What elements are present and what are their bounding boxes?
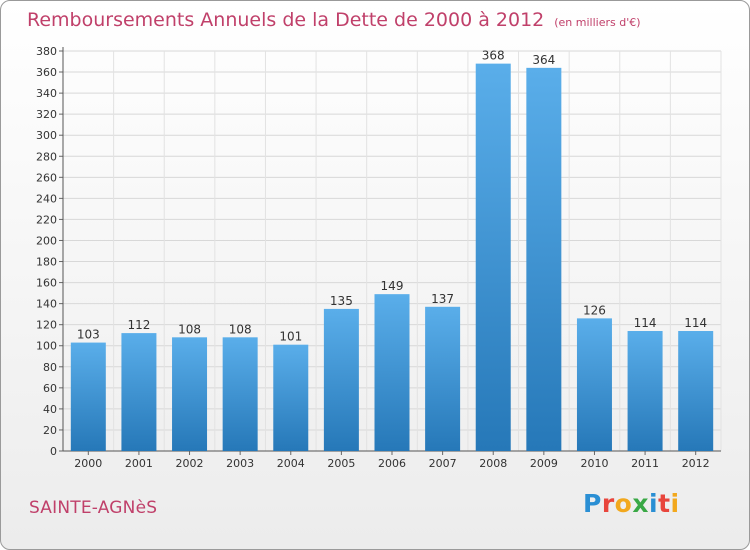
y-tick-label: 180	[36, 256, 57, 269]
proxiti-logo: Proxiti	[583, 489, 680, 518]
y-tick-label: 60	[43, 382, 57, 395]
x-tick-label: 2008	[479, 457, 507, 470]
title-text: Remboursements Annuels de la Dette de 20…	[27, 9, 545, 31]
data-label: 364	[532, 53, 555, 67]
x-tick-label: 2001	[125, 457, 153, 470]
title-unit: (en milliers d'€)	[554, 16, 641, 29]
y-tick-label: 220	[36, 213, 57, 226]
data-label: 112	[127, 318, 150, 332]
x-tick-label: 2011	[631, 457, 659, 470]
bar-2003	[222, 337, 258, 451]
x-tick-label: 2012	[682, 457, 710, 470]
x-tick-label: 2007	[429, 457, 457, 470]
logo-letter: P	[583, 489, 602, 518]
logo-letter: o	[614, 489, 633, 518]
data-label: 368	[482, 49, 505, 63]
bar-2005	[323, 308, 359, 451]
y-tick-label: 320	[36, 108, 57, 121]
y-tick-label: 160	[36, 277, 57, 290]
bar-2008	[475, 63, 511, 451]
data-label: 103	[77, 328, 100, 342]
x-tick-label: 2003	[226, 457, 254, 470]
data-label: 114	[684, 316, 707, 330]
bar-2010	[576, 318, 612, 451]
y-tick-label: 0	[50, 445, 57, 458]
bar-2007	[425, 306, 461, 451]
axis-layer: 0 20 40 60 80 100 120 140 160 180 200 220 240 260 280 3…	[36, 45, 721, 470]
chart-title: Remboursements Annuels de la Dette de 20…	[27, 9, 641, 31]
x-tick-label: 2009	[530, 457, 558, 470]
y-tick-label: 360	[36, 66, 57, 79]
y-tick-label: 260	[36, 171, 57, 184]
bar-2012	[678, 331, 714, 451]
y-tick-label: 140	[36, 298, 57, 311]
y-tick-label: 280	[36, 150, 57, 163]
y-tick-label: 340	[36, 87, 57, 100]
bar-2000	[70, 342, 106, 451]
bar-layer	[70, 63, 714, 451]
logo-letter: r	[601, 489, 615, 518]
data-label: 149	[381, 279, 404, 293]
bar-2004	[273, 344, 309, 451]
data-label: 137	[431, 292, 454, 306]
x-tick-label: 2000	[74, 457, 102, 470]
data-label: 126	[583, 303, 606, 317]
y-tick-label: 80	[43, 361, 57, 374]
y-tick-label: 120	[36, 319, 57, 332]
logo-letter: i	[649, 489, 659, 518]
x-tick-label: 2006	[378, 457, 406, 470]
y-tick-label: 380	[36, 45, 57, 58]
y-tick-label: 100	[36, 340, 57, 353]
data-label: 114	[634, 316, 657, 330]
y-tick-label: 200	[36, 234, 57, 247]
y-tick-label: 20	[43, 424, 57, 437]
logo-letter: i	[670, 489, 680, 518]
x-tick-label: 2002	[176, 457, 204, 470]
x-tick-label: 2005	[327, 457, 355, 470]
bar-2006	[374, 294, 410, 451]
logo-letter: x	[632, 489, 649, 518]
bar-2011	[627, 331, 663, 451]
data-label: 108	[229, 322, 252, 336]
bar-2001	[121, 333, 157, 451]
x-tick-label: 2004	[277, 457, 305, 470]
x-tick-label: 2010	[580, 457, 608, 470]
y-tick-label: 40	[43, 403, 57, 416]
data-label: 101	[279, 330, 302, 344]
logo-letter: t	[658, 489, 671, 518]
y-tick-label: 300	[36, 129, 57, 142]
bar-2009	[526, 67, 562, 451]
data-label: 108	[178, 322, 201, 336]
data-label: 135	[330, 294, 353, 308]
commune-name: SAINTE-AGNèS	[29, 498, 158, 518]
bar-2002	[172, 337, 208, 451]
label-layer: 103 112 108 108 101 135 149 137 368 364 126 114 114	[77, 49, 707, 344]
y-tick-label: 240	[36, 192, 57, 205]
